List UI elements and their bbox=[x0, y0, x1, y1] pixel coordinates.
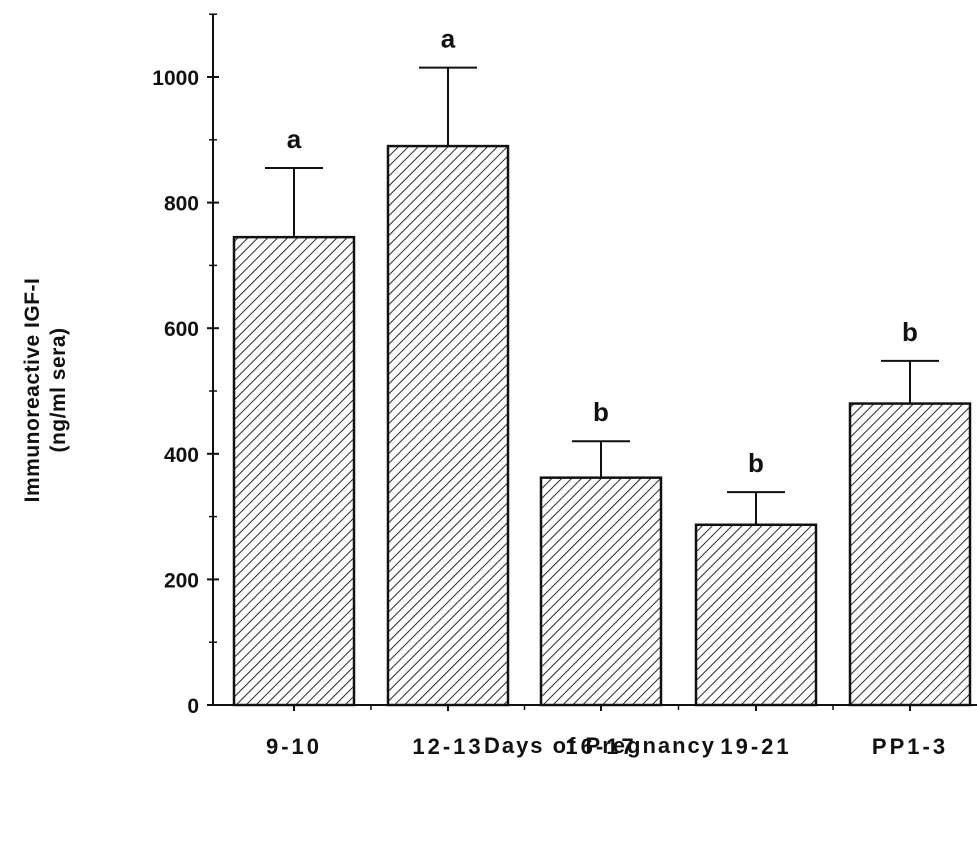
y-tick-label: 400 bbox=[164, 444, 199, 467]
bar bbox=[539, 476, 663, 707]
y-axis-title: Immunoreactive IGF-I bbox=[21, 277, 44, 503]
x-axis-label: Days of Pregnancy bbox=[483, 733, 717, 758]
bar bbox=[386, 144, 510, 707]
y-tick-label: 200 bbox=[164, 569, 199, 592]
significance-label: b bbox=[593, 397, 609, 427]
y-tick-label: 0 bbox=[187, 695, 199, 718]
bar bbox=[694, 523, 818, 707]
significance-label: a bbox=[441, 24, 456, 54]
x-tick-label: PP1-3 bbox=[872, 734, 948, 759]
x-tick-label: 16-17 bbox=[565, 734, 636, 759]
bar bbox=[232, 235, 356, 707]
x-tick-label: 9-10 bbox=[266, 734, 322, 759]
significance-label: b bbox=[902, 317, 918, 347]
significance-label: a bbox=[287, 124, 302, 154]
bar bbox=[848, 402, 972, 707]
axes: 0 200 400 600 800 1000 9-10 12-13 16-17 19-21 PP1-… bbox=[152, 13, 977, 759]
y-tick-label: 1000 bbox=[152, 67, 199, 90]
significance-label: b bbox=[748, 448, 764, 478]
x-tick-label: 12-13 bbox=[412, 734, 483, 759]
bars: a a b b b bbox=[232, 24, 972, 707]
x-tick-label: 19-21 bbox=[720, 734, 791, 759]
y-axis-unit: (ng/ml sera) bbox=[47, 327, 70, 453]
y-axis-label: Immunoreactive IGF-I (ng/ml sera) bbox=[6, 190, 86, 590]
y-tick-label: 600 bbox=[164, 318, 199, 341]
y-tick-label: 800 bbox=[164, 193, 199, 216]
